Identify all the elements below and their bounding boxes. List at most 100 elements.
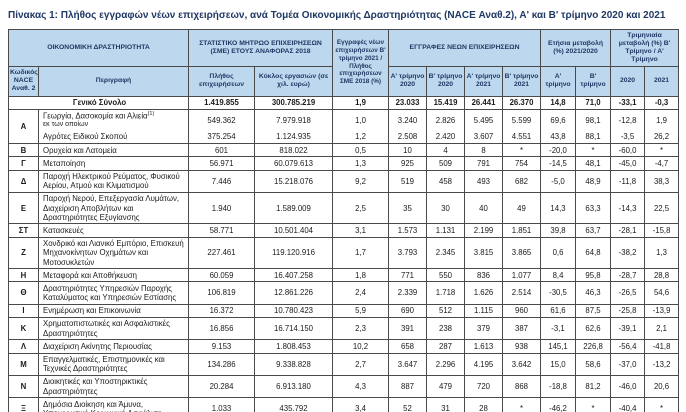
cell-nace-code: Ξ [9, 398, 39, 412]
cell-value: * [503, 144, 542, 158]
cell-value: 0,5 [333, 144, 390, 158]
cell-value: 4.551 [503, 130, 542, 145]
cell-nace-code: Ι [9, 304, 39, 318]
cell-value: 2.508 [389, 130, 428, 145]
cell-value: 69,6 [541, 109, 577, 131]
cell-value: 1,2 [333, 130, 390, 145]
cell-value: 1,9 [333, 96, 390, 110]
cell-value: 4.195 [465, 353, 504, 376]
cell-value: 300.785.219 [255, 96, 334, 110]
cell-nace-code: ΣΤ [9, 224, 39, 238]
cell-value: 9.338.828 [255, 353, 334, 376]
cell-value: 836 [465, 269, 504, 283]
cell-value: 1.613 [465, 340, 504, 354]
cell-value: -3,1 [541, 317, 577, 341]
cell-value: 46,3 [576, 282, 612, 305]
cell-value: 375.254 [189, 130, 256, 145]
cell-value: 106.819 [189, 282, 256, 305]
header-quarterly-change: Τριμηνιαία μεταβολή (%) Β' Τρίμηνο / Α' … [611, 29, 680, 68]
cell-value: 81,2 [576, 375, 612, 399]
cell-description: Χρηματοπιστωτικές και Ασφαλιστικές Δραστ… [39, 317, 190, 341]
cell-value: 14,3 [541, 192, 577, 225]
cell-nace-code: Δ [9, 170, 39, 193]
cell-value: -45,0 [611, 157, 646, 171]
table-row: Κ Χρηματοπιστωτικές και Ασφαλιστικές Δρασ… [9, 317, 680, 341]
cell-value: 2,5 [333, 192, 390, 225]
cell-value: 16.714.150 [255, 317, 334, 341]
cell-nace-code: Μ [9, 353, 39, 376]
cell-value: -30,5 [541, 282, 577, 305]
cell-value: -38,2 [611, 237, 646, 270]
cell-value: 925 [389, 157, 428, 171]
cell-value: 1.940 [189, 192, 256, 225]
cell-value: 1.077 [503, 269, 542, 283]
table-row: Γ Μεταποίηση 56.971 60.079.613 1,3 925 509 791 7… [9, 157, 680, 171]
cell-value: 2.420 [427, 130, 466, 145]
cell-value: 48,1 [576, 157, 612, 171]
cell-value: 435.792 [255, 398, 334, 412]
header-q2-2020: Β' τρίμηνο 2020 [427, 67, 466, 97]
cell-value: 938 [503, 340, 542, 354]
header-qoq-2021: 2021 [645, 67, 680, 97]
header-registrations-ratio: Εγγραφές νέων επιχειρήσεων Β' τρίμηνο 20… [333, 29, 390, 97]
cell-nace-code: Ν [9, 375, 39, 399]
cell-value: 479 [427, 375, 466, 399]
cell-value: -20,0 [541, 144, 577, 158]
cell-value: 26.441 [465, 96, 504, 110]
cell-value: -4,7 [645, 157, 680, 171]
cell-value: 754 [503, 157, 542, 171]
cell-value: 26,2 [645, 130, 680, 145]
cell-value: 2,3 [333, 317, 390, 341]
cell-value: 3.815 [465, 237, 504, 270]
table-row: Αγρότες Ειδικού Σκοπού 375.254 1.124.935 1,… [9, 130, 680, 145]
cell-value: 52 [389, 398, 428, 412]
cell-value: 40 [465, 192, 504, 225]
cell-value: 601 [189, 144, 256, 158]
cell-value: -56,4 [611, 340, 646, 354]
cell-value: 15.419 [427, 96, 466, 110]
cell-value: 43,8 [541, 130, 577, 145]
cell-nace-code: Α [9, 109, 39, 145]
cell-value: 682 [503, 170, 542, 193]
cell-value: 48,9 [576, 170, 612, 193]
table-row: Λ Διαχείριση Ακίνητης Περιουσίας 9.153 1.80… [9, 340, 680, 354]
cell-value: 64,8 [576, 237, 612, 270]
header-description: Περιγραφή [39, 67, 190, 97]
cell-value: 9.153 [189, 340, 256, 354]
cell-value: 16.372 [189, 304, 256, 318]
cell-value: 49 [503, 192, 542, 225]
cell-value: 2.514 [503, 282, 542, 305]
cell-value: 16.856 [189, 317, 256, 341]
cell-value: 98,1 [576, 109, 612, 131]
cell-value: 1,8 [333, 269, 390, 283]
table-row: Θ Δραστηριότητες Υπηρεσιών Παροχής Καταλύ… [9, 282, 680, 305]
cell-value: 512 [427, 304, 466, 318]
cell-value: 15.218.076 [255, 170, 334, 193]
cell-nace-code: Η [9, 269, 39, 283]
cell-value: 61,6 [541, 304, 577, 318]
cell-value: 387 [503, 317, 542, 341]
cell-value: 22,5 [645, 192, 680, 225]
cell-value: 10 [389, 144, 428, 158]
cell-value: 1,9 [645, 109, 680, 131]
cell-value: 550 [427, 269, 466, 283]
cell-value: -33,1 [611, 96, 646, 110]
cell-value: -40,4 [611, 398, 646, 412]
cell-description: Αγρότες Ειδικού Σκοπού [39, 130, 190, 145]
header-yoy-q1: Α' τρίμηνο [541, 67, 577, 97]
cell-value: 1,0 [333, 109, 390, 131]
cell-value: 10,2 [333, 340, 390, 354]
cell-value: 2,4 [333, 282, 390, 305]
cell-value: 145,1 [541, 340, 577, 354]
cell-value: 3.240 [389, 109, 428, 131]
cell-value: 31 [427, 398, 466, 412]
cell-value: 54,6 [645, 282, 680, 305]
cell-value: 226,8 [576, 340, 612, 354]
header-qoq-2020: 2020 [611, 67, 646, 97]
header-q2-2021: Β' τρίμηνο 2021 [503, 67, 542, 97]
cell-nace-code: Λ [9, 340, 39, 354]
cell-value: -46,0 [611, 375, 646, 399]
cell-description: Μεταφορά και Αποθήκευση [39, 269, 190, 283]
cell-description: Παροχή Νερού, Επεξεργασία Λυμάτων, Διαχε… [39, 192, 190, 225]
